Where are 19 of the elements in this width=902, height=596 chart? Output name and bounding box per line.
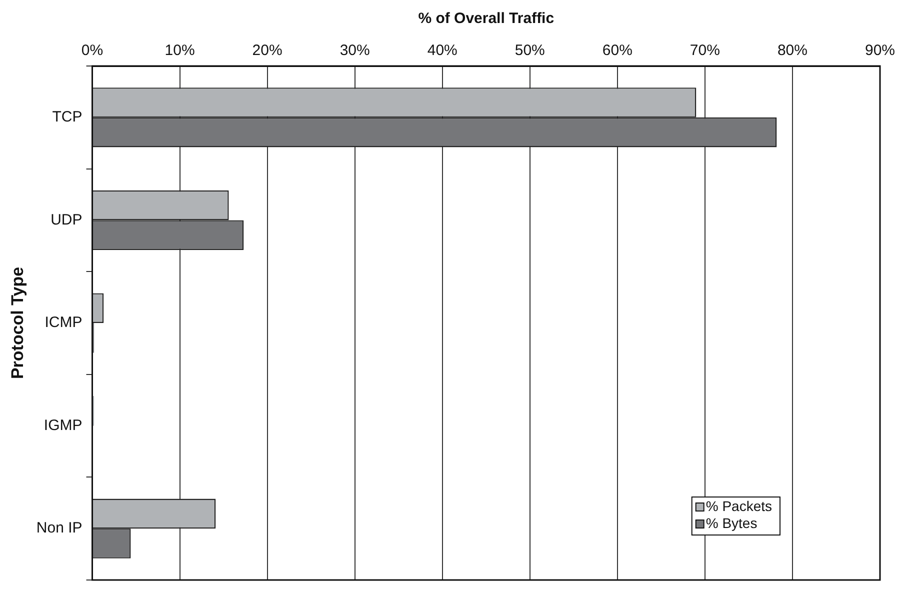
x-tick-label: 50% [514,42,545,60]
x-tick-label: 60% [602,42,632,60]
y-tick-label: TCP [52,108,82,126]
y-tick-label: ICMP [44,314,82,332]
y-axis-title: Protocol Type [8,266,27,380]
y-tick-label: IGMP [44,416,82,434]
x-tick-label: 0% [81,42,104,60]
legend-label: % Packets [706,498,772,514]
x-tick-label: 80% [777,42,808,60]
x-tick-label: 10% [164,42,195,60]
y-tick-label: Non IP [36,520,82,537]
x-tick-label: 90% [864,42,896,60]
y-tick-label: UDP [50,211,82,228]
legend-label: % Bytes [706,514,758,531]
x-tick-label: 30% [340,42,370,60]
x-tick-label: 20% [252,42,282,60]
x-axis-title: % of Overall Traffic [418,10,554,28]
x-tick-label: 40% [427,42,458,60]
x-tick-label: 70% [690,42,720,60]
